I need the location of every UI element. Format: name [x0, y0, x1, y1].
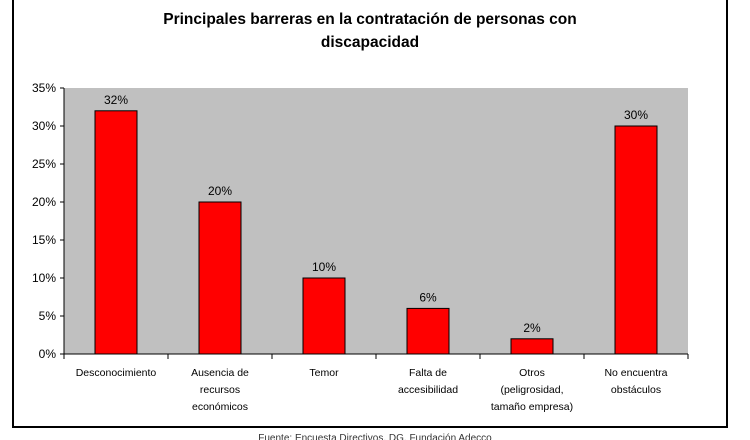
- x-category-label-line: Ausencia de: [191, 367, 249, 379]
- bar-data-label: 6%: [419, 290, 437, 304]
- x-category-label-line: (peligrosidad,: [500, 384, 563, 396]
- x-category-label-line: No encuentra: [604, 367, 667, 379]
- bar: [510, 338, 554, 355]
- bar: [198, 201, 242, 355]
- plot-area: [64, 88, 688, 354]
- x-category-label-line: Falta de: [409, 367, 447, 379]
- y-tick-label: 25%: [32, 157, 56, 171]
- y-tick-label: 30%: [32, 119, 56, 133]
- x-category-label-line: tamaño empresa): [491, 401, 573, 413]
- x-category-label-line: obstáculos: [611, 384, 661, 396]
- bar-data-label: 10%: [312, 260, 336, 274]
- x-category-label: Ausencia de recursos económicos: [191, 367, 249, 413]
- bar-data-label: 20%: [208, 184, 232, 198]
- y-tick-label: 35%: [32, 81, 56, 95]
- bar-data-label: 32%: [104, 93, 128, 107]
- x-category-label-line: Temor: [309, 367, 339, 379]
- bar: [94, 110, 138, 355]
- bar-data-label: 30%: [624, 108, 648, 122]
- y-tick-label: 15%: [32, 233, 56, 247]
- x-category-label-line: accesibilidad: [398, 384, 458, 396]
- x-category-label: Otros (peligrosidad, tamaño empresa): [491, 367, 573, 413]
- x-category-label: Temor: [309, 367, 339, 379]
- y-tick-label: 20%: [32, 195, 56, 209]
- x-category-label-line: Otros: [519, 367, 545, 379]
- bar: [302, 277, 346, 355]
- y-tick-label: 0%: [39, 347, 57, 361]
- y-tick-label: 5%: [39, 309, 57, 323]
- x-category-label-line: económicos: [192, 401, 248, 413]
- x-category-label: No encuentra obstáculos: [604, 367, 667, 396]
- bar: [614, 125, 658, 355]
- x-category-label: Falta de accesibilidad: [398, 367, 458, 396]
- x-category-label-line: Desconocimiento: [76, 367, 157, 379]
- chart-source-note: Fuente: Encuesta Directivos. DG. Fundaci…: [258, 433, 492, 440]
- x-category-label-line: recursos: [200, 384, 240, 396]
- chart-frame: [12, 0, 728, 428]
- bar-data-label: 2%: [523, 321, 541, 335]
- bar: [406, 307, 450, 355]
- chart-title: Principales barreras en la contratación …: [12, 8, 728, 54]
- y-tick-label: 10%: [32, 271, 56, 285]
- chart-title-line-1: Principales barreras en la contratación …: [163, 11, 577, 28]
- chart-title-line-2: discapacidad: [320, 34, 420, 51]
- x-category-label: Desconocimiento: [76, 367, 157, 379]
